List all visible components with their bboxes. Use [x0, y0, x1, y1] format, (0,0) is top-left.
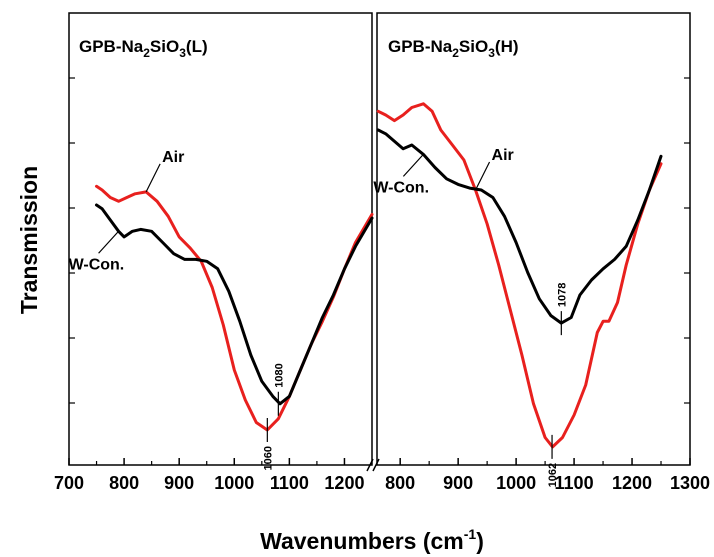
callout-leader [475, 161, 491, 191]
series-label-w-con: W-Con. [373, 179, 429, 196]
right-panel-series [376, 102, 663, 449]
x-axis-label: Wavenumbers (cm-1) [260, 526, 484, 554]
x-tick-label: 1000 [496, 473, 536, 493]
x-tick-label: 1200 [612, 473, 652, 493]
peak-label: 1078 [556, 283, 568, 307]
x-tick-label: 900 [443, 473, 473, 493]
x-tick-label: 700 [54, 473, 84, 493]
left-x-axis-ticks: 700 800 900 1000 1100 1200 [54, 458, 364, 493]
callout-leader [145, 163, 161, 193]
axis-break-mark [366, 458, 374, 472]
callout-leader [402, 153, 424, 177]
axis-break-mark [372, 458, 380, 472]
x-tick-label: 800 [109, 473, 139, 493]
x-tick-label: 900 [164, 473, 194, 493]
right-panel-title: GPB-Na2SiO3(H) [388, 37, 519, 60]
peak-label: 1080 [273, 363, 285, 387]
left-panel-title: GPB-Na2SiO3(L) [79, 37, 208, 60]
series-line-air [376, 102, 663, 449]
peak-label: 1060 [262, 446, 274, 470]
x-tick-label: 1000 [214, 473, 254, 493]
peak-label: 1062 [547, 463, 559, 487]
left-y-ticks [69, 77, 75, 404]
x-tick-label: 1300 [670, 473, 710, 493]
left-panel-frame [68, 12, 373, 466]
series-line-w-con [376, 128, 663, 325]
left-panel-series [95, 184, 374, 432]
x-tick-label: 800 [385, 473, 415, 493]
right-panel-frame [376, 12, 691, 466]
y-axis-label: Transmission [16, 166, 42, 314]
left-panel-annotations: Air W-Con. 1060 1080 [69, 149, 286, 471]
right-y-ticks [684, 77, 690, 404]
series-label-air: Air [162, 149, 184, 166]
right-panel-annotations: Air W-Con. 1062 1078 [373, 147, 568, 487]
x-tick-label: 1100 [270, 473, 309, 493]
right-x-axis-ticks: 800 900 1000 1100 1200 1300 [385, 458, 710, 493]
series-label-air: Air [492, 147, 514, 164]
x-tick-label: 1200 [324, 473, 364, 493]
series-line-w-con [95, 203, 374, 406]
x-tick-label: 1100 [555, 473, 594, 493]
callout-leader [98, 230, 120, 254]
series-label-w-con: W-Con. [69, 256, 125, 273]
